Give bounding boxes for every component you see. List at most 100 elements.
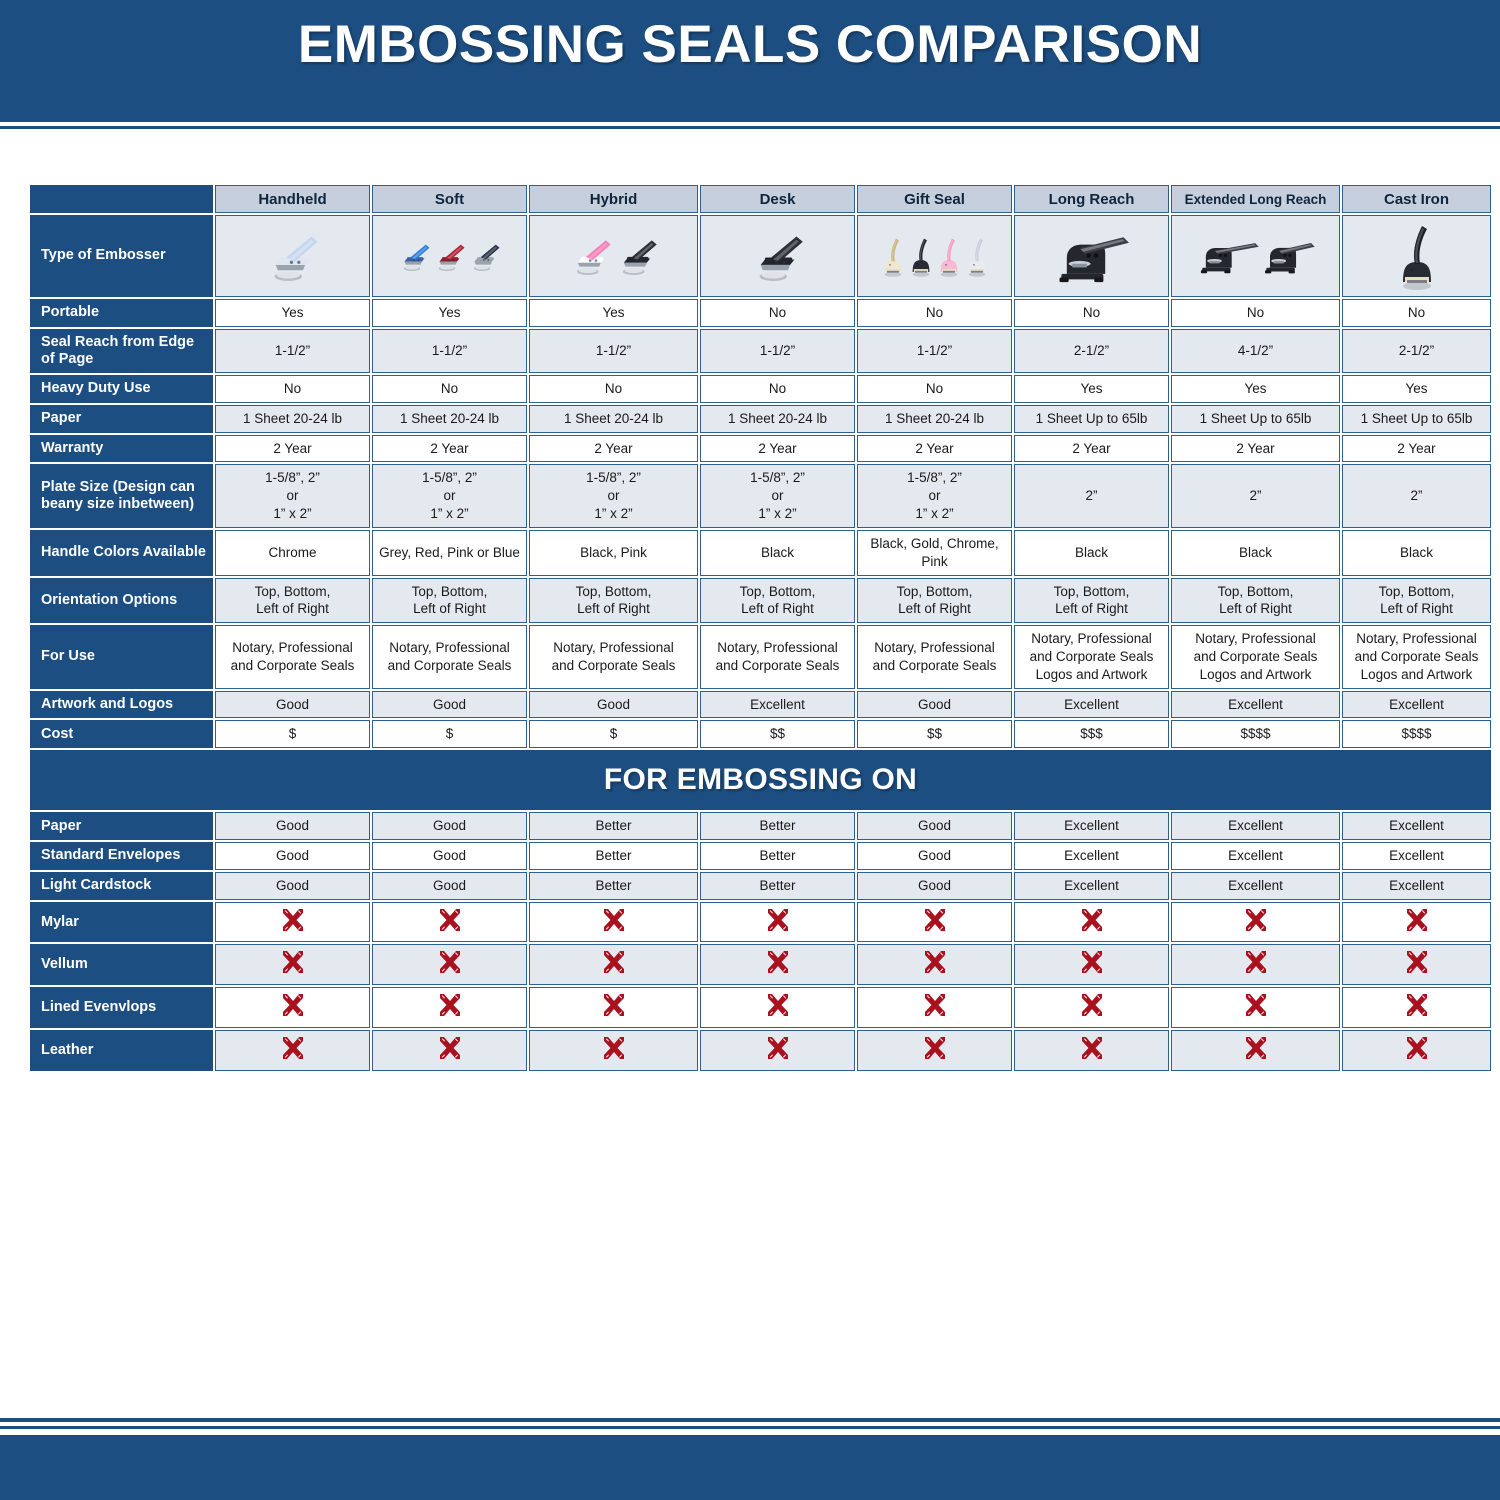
cell-value: Black, Pink	[529, 529, 698, 576]
cell-value: 1 Sheet Up to 65lb	[1014, 404, 1169, 433]
cell-line: Top, Bottom,	[1378, 583, 1455, 599]
cell-value: Better	[700, 812, 855, 841]
cell-value: $$$$	[1342, 720, 1491, 749]
x-mark-icon	[280, 949, 306, 975]
cell-line: Notary, Professional	[232, 640, 353, 656]
column-header-hybrid[interactable]: Hybrid	[529, 185, 698, 213]
cell-value: Better	[700, 842, 855, 870]
cell-value: Good	[372, 842, 527, 870]
row-label-heavy-duty-use: Heavy Duty Use	[30, 375, 213, 403]
cell-line: Left of Right	[898, 601, 971, 617]
long-reach-embosser-icon	[1014, 215, 1169, 297]
cell-value: 1 Sheet 20-24 lb	[857, 404, 1012, 433]
table-row: Paper 1 Sheet 20-24 lb 1 Sheet 20-24 lb 1 S…	[30, 404, 1491, 433]
table-row: Lined Evenvlops	[30, 987, 1491, 1029]
cell-line: Top, Bottom,	[896, 583, 973, 599]
x-mark-icon	[437, 1035, 463, 1061]
cell-value: Excellent	[700, 690, 855, 719]
cell-line: Logos and Artwork	[1035, 666, 1148, 682]
cell-value: Notary, Professional and Corporate Seals L…	[1171, 625, 1340, 689]
row-label-seal-reach-from-edge-of-page: Seal Reach from Edge of Page	[30, 328, 213, 374]
x-mark-icon	[280, 1035, 306, 1061]
cell-value: Top, Bottom, Left of Right	[857, 577, 1012, 624]
column-header-gift-seal[interactable]: Gift Seal	[857, 185, 1012, 213]
cell-value: Excellent	[1014, 871, 1169, 900]
cell-not-supported	[529, 987, 698, 1029]
soft-embosser-icon	[372, 215, 527, 297]
cell-value: $$	[700, 720, 855, 749]
cell-value: 1-1/2”	[857, 328, 1012, 374]
cell-value: No	[1014, 299, 1169, 327]
x-mark-icon	[1243, 907, 1269, 933]
cell-value: $$$$	[1171, 720, 1340, 749]
cell-value: Excellent	[1171, 812, 1340, 841]
row-label-leather: Leather	[30, 1030, 213, 1071]
x-mark-icon	[437, 949, 463, 975]
cell-value: 1 Sheet 20-24 lb	[372, 404, 527, 433]
table-row: Seal Reach from Edge of Page 1-1/2” 1-1/2”…	[30, 328, 1491, 374]
cell-not-supported	[1014, 944, 1169, 986]
x-mark-icon	[280, 907, 306, 933]
column-header-desk[interactable]: Desk	[700, 185, 855, 213]
x-mark-icon	[601, 1035, 627, 1061]
header-divider-bottom	[0, 126, 1500, 129]
column-header-cast-iron[interactable]: Cast Iron	[1342, 185, 1491, 213]
cell-value: 1-5/8”, 2” or 1” x 2”	[700, 464, 855, 528]
cell-value: Top, Bottom, Left of Right	[1171, 577, 1340, 624]
cell-value: Grey, Red, Pink or Blue	[372, 529, 527, 576]
cell-value: Excellent	[1171, 871, 1340, 900]
column-header-long-reach[interactable]: Long Reach	[1014, 185, 1169, 213]
cell-line: and Corporate Seals	[230, 657, 355, 673]
cell-line: and Corporate Seals	[387, 657, 512, 673]
cell-value: No	[700, 299, 855, 327]
cell-value: Excellent	[1342, 690, 1491, 719]
cell-line: 1” x 2”	[915, 506, 954, 522]
desk-embosser-icon	[700, 215, 855, 297]
cell-value: Better	[529, 842, 698, 870]
table-corner-cell	[30, 185, 213, 213]
comparison-table-container: Handheld Soft Hybrid Desk Gift Seal Long Reac…	[28, 183, 1491, 1073]
row-label-paper: Paper	[30, 812, 213, 841]
cell-not-supported	[857, 901, 1012, 943]
cell-value: Black	[1014, 529, 1169, 576]
cell-value: 1-5/8”, 2” or 1” x 2”	[529, 464, 698, 528]
row-label-warranty: Warranty	[30, 434, 213, 463]
cell-not-supported	[700, 1030, 855, 1071]
cell-line: Logos and Artwork	[1360, 666, 1473, 682]
embossing-seals-comparison-table: Handheld Soft Hybrid Desk Gift Seal Long Reac…	[28, 183, 1493, 1073]
cell-line: Left of Right	[741, 601, 814, 617]
column-header-extended-long-reach[interactable]: Extended Long Reach	[1171, 185, 1340, 213]
table-row: Handle Colors Available Chrome Grey, Red, …	[30, 529, 1491, 576]
column-header-handheld[interactable]: Handheld	[215, 185, 370, 213]
row-label-lined-evenvlops: Lined Evenvlops	[30, 987, 213, 1029]
cell-value: No	[700, 375, 855, 403]
cell-line: Notary, Professional	[553, 640, 674, 656]
cell-value: 2-1/2”	[1014, 328, 1169, 374]
row-label-orientation-options: Orientation Options	[30, 577, 213, 624]
cell-value: Top, Bottom, Left of Right	[529, 577, 698, 624]
cell-not-supported	[1342, 987, 1491, 1029]
cell-value: Notary, Professional and Corporate Seals	[857, 625, 1012, 689]
cell-value: Good	[372, 690, 527, 719]
cell-value: 2 Year	[857, 434, 1012, 463]
cell-value: No	[857, 375, 1012, 403]
cell-line: Top, Bottom,	[411, 583, 488, 599]
cell-value: Black	[1342, 529, 1491, 576]
table-row: Vellum	[30, 944, 1491, 986]
cell-value: Chrome	[215, 529, 370, 576]
row-label-mylar: Mylar	[30, 901, 213, 943]
x-mark-icon	[601, 949, 627, 975]
cell-line: or	[286, 488, 299, 504]
table-row: Mylar	[30, 901, 1491, 943]
cell-line: Left of Right	[1219, 601, 1292, 617]
cell-value: 1-1/2”	[700, 328, 855, 374]
table-row: Heavy Duty Use No No No No No Yes Yes Yes	[30, 375, 1491, 403]
cell-line: Top, Bottom,	[254, 583, 331, 599]
x-mark-icon	[1243, 1035, 1269, 1061]
row-label-type-of-embosser: Type of Embosser	[30, 215, 213, 297]
column-header-soft[interactable]: Soft	[372, 185, 527, 213]
x-mark-icon	[922, 949, 948, 975]
cell-value: 2 Year	[215, 434, 370, 463]
cell-value: 1-1/2”	[215, 328, 370, 374]
cell-value: 1 Sheet Up to 65lb	[1342, 404, 1491, 433]
